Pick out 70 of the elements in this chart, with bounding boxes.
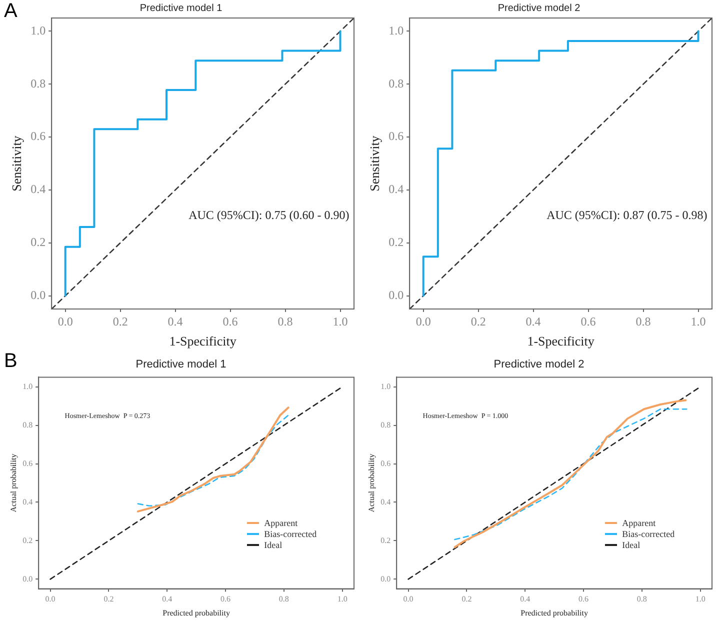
y-tick-label: 0.2 [22,536,33,545]
x-tick-label: 0.8 [636,314,651,328]
x-axis-title: Predicted probability [520,608,588,618]
legend-label: Ideal [264,540,282,551]
x-tick-label: 0.8 [278,594,289,604]
y-tick-label: 1.0 [30,23,46,38]
x-tick-label: 1.0 [337,594,348,604]
y-tick-label: 0.6 [380,458,391,468]
y-tick-label: 0.4 [30,182,46,196]
y-axis-title: Actual probability [8,454,18,512]
y-tick-label: 0.4 [22,497,33,506]
y-tick-label: 0.2 [380,536,391,545]
x-tick-label: 1.0 [695,594,706,604]
y-tick-label: 0.8 [30,76,46,90]
legend-label: Bias-corrected [264,528,317,540]
x-tick-label: 1.0 [332,314,348,328]
chart-title: Predictive model 1 [140,2,223,14]
x-tick-label: 0.2 [470,314,486,328]
y-tick-label: 0.8 [380,420,391,430]
x-tick-label: 0.4 [162,594,172,604]
y-tick-label: 0.6 [388,129,404,144]
y-axis-title: Actual probability [366,454,376,512]
y-tick-label: 0.0 [380,574,391,584]
x-tick-label: 0.8 [278,314,293,328]
x-tick-label: 0.2 [462,594,472,604]
y-tick-label: 0.4 [380,497,391,506]
text: A [4,0,18,23]
legend-label: Apparent [264,518,298,529]
x-tick-label: 0.4 [168,314,183,328]
chart-title: Predictive model 2 [494,358,584,371]
y-tick-label: 0.6 [30,129,46,144]
chart-title: Predictive model 1 [136,358,226,371]
y-tick-label: 0.4 [388,182,404,196]
x-tick-label: 0.2 [112,314,128,328]
x-tick-label: 0.6 [578,594,589,604]
y-tick-label: 0.6 [22,458,33,468]
x-axis-title: 1-Specificity [169,334,237,349]
y-tick-label: 0.2 [30,235,46,250]
x-tick-label: 0.8 [636,594,647,604]
y-tick-label: 1.0 [380,382,391,391]
chart-title: Predictive model 2 [498,2,581,14]
x-tick-label: 0.0 [403,594,414,604]
x-tick-label: 0.4 [526,314,541,328]
x-tick-label: 0.0 [416,314,431,328]
y-tick-label: 1.0 [22,382,33,391]
legend-label: Bias-corrected [622,528,675,540]
x-tick-label: 0.4 [520,594,530,604]
x-tick-label: 1.0 [690,314,706,328]
y-axis-title: Sensitivity [9,135,24,192]
y-tick-label: 0.0 [388,288,404,302]
y-tick-label: 1.0 [388,23,404,38]
x-axis-title: Predicted probability [162,608,230,618]
annotation: AUC (95%CI): 0.75 (0.60 - 0.90) [188,208,350,222]
x-tick-label: 0.2 [104,594,114,604]
annotation: AUC (95%CI): 0.87 (0.75 - 0.98) [546,208,708,222]
y-tick-label: 0.0 [30,288,46,302]
y-tick-label: 0.0 [22,574,33,584]
legend-label: Ideal [622,540,640,551]
legend-label: Apparent [622,518,656,529]
y-tick-label: 0.8 [388,76,404,90]
x-tick-label: 0.0 [58,314,73,328]
x-tick-label: 0.6 [580,314,596,328]
y-tick-label: 0.2 [388,235,404,250]
x-axis-title: 1-Specificity [527,334,595,349]
y-axis-title: Sensitivity [367,135,382,192]
x-tick-label: 0.6 [222,314,238,328]
y-tick-label: 0.8 [22,420,33,430]
text: B [4,350,18,373]
x-tick-label: 0.6 [220,594,231,604]
x-tick-label: 0.0 [45,594,56,604]
